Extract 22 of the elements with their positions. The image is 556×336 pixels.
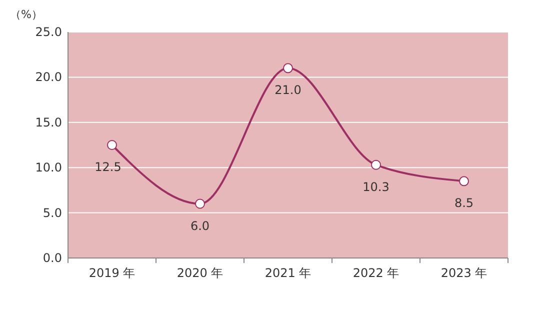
data-label: 6.0 bbox=[190, 218, 210, 233]
x-tick-label: 2022 年 bbox=[352, 266, 400, 280]
x-tick-label: 2021 年 bbox=[264, 266, 312, 280]
point bbox=[371, 160, 381, 170]
x-tick-label: 2020 年 bbox=[176, 266, 224, 280]
y-tick-label: 15.0 bbox=[35, 115, 62, 130]
y-tick-label: 25.0 bbox=[35, 25, 62, 39]
y-tick-label: 10.0 bbox=[35, 160, 62, 175]
y-tick-label: 0.0 bbox=[42, 251, 62, 265]
point bbox=[459, 176, 469, 186]
data-label: 12.5 bbox=[94, 160, 122, 174]
y-axis-title: （%） bbox=[10, 8, 42, 21]
data-label: 10.3 bbox=[362, 180, 390, 194]
x-tick-label: 2023 年 bbox=[440, 266, 488, 280]
point bbox=[195, 198, 205, 209]
point bbox=[283, 63, 293, 74]
point bbox=[107, 140, 117, 150]
y-tick-label: 5.0 bbox=[42, 206, 62, 220]
y-tick-label: 20.0 bbox=[35, 70, 62, 84]
data-label: 21.0 bbox=[274, 83, 302, 98]
data-label: 8.5 bbox=[454, 196, 474, 210]
x-tick-label: 2019 年 bbox=[88, 266, 136, 280]
